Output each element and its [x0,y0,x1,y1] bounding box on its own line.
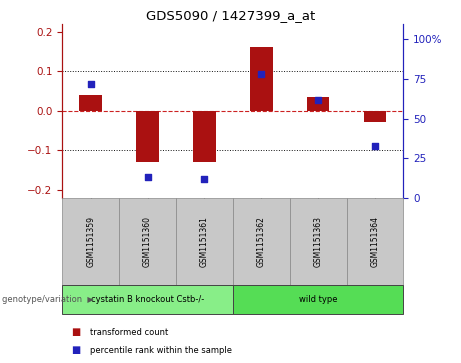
Bar [79,95,102,111]
Point [144,174,151,180]
Text: cystatin B knockout Cstb-/-: cystatin B knockout Cstb-/- [91,295,204,304]
Text: GSM1151360: GSM1151360 [143,216,152,267]
Point [201,176,208,182]
Text: genotype/variation  ▶: genotype/variation ▶ [2,295,94,304]
Text: percentile rank within the sample: percentile rank within the sample [90,346,232,355]
Text: transformed count: transformed count [90,328,168,337]
Text: GSM1151363: GSM1151363 [313,216,323,267]
Bar [364,111,386,122]
Text: GSM1151362: GSM1151362 [257,216,266,267]
Text: GSM1151359: GSM1151359 [86,216,95,267]
Point [258,72,265,77]
Point [371,143,378,148]
Text: ■: ■ [71,327,81,337]
Bar [307,97,330,111]
Text: GSM1151364: GSM1151364 [371,216,379,267]
Point [87,81,95,87]
Point [314,97,322,102]
Text: ■: ■ [71,345,81,355]
Bar [136,111,159,162]
Bar [250,47,272,111]
Bar [193,111,216,162]
Text: wild type: wild type [299,295,337,304]
Text: GSM1151361: GSM1151361 [200,216,209,267]
Text: GDS5090 / 1427399_a_at: GDS5090 / 1427399_a_at [146,9,315,22]
